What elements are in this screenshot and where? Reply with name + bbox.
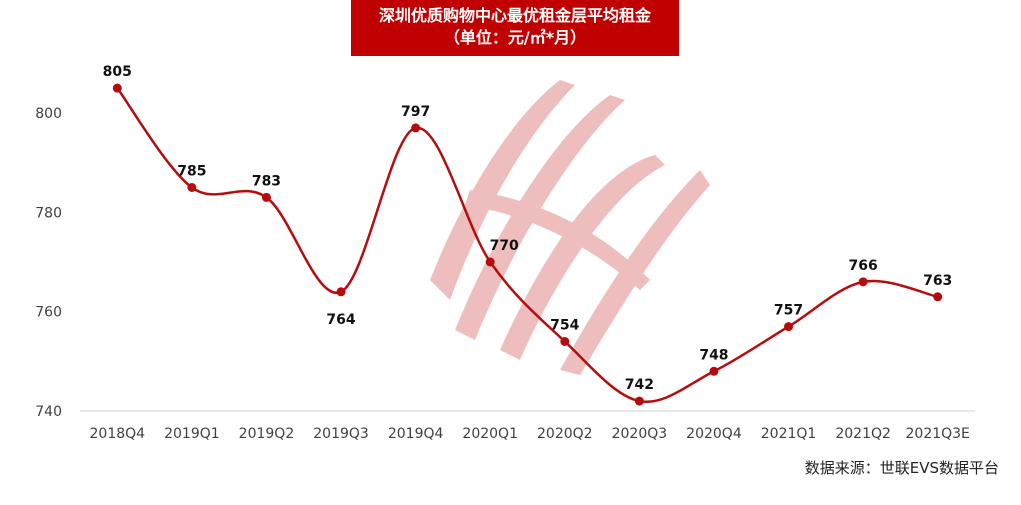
y-tick-label: 780: [35, 205, 62, 221]
chart-data-labels: 805 785 783 764 797 770 754 742 748 757 766 763: [103, 64, 953, 393]
watermark-stripe: [430, 80, 575, 300]
data-point: [709, 366, 719, 376]
data-label: 754: [550, 317, 579, 333]
x-tick-label: 2019Q3: [313, 426, 369, 442]
watermark-stripe: [500, 155, 665, 360]
y-tick-label: 740: [35, 404, 62, 420]
x-tick-label: 2021Q2: [835, 426, 891, 442]
y-tick-label: 800: [35, 106, 62, 122]
data-point: [261, 192, 271, 202]
data-label: 797: [401, 104, 430, 120]
x-tick-label: 2019Q1: [164, 426, 220, 442]
data-point: [933, 292, 943, 302]
x-tick-label: 2021Q3E: [906, 426, 970, 442]
y-tick-label: 760: [35, 305, 62, 321]
data-label: 764: [326, 312, 355, 328]
data-label: 763: [923, 273, 952, 289]
chart-series: [112, 83, 943, 406]
x-tick-label: 2021Q1: [761, 426, 817, 442]
chart-title: 深圳优质购物中心最优租金层平均租金 （单位：元/㎡*月）: [351, 0, 679, 56]
x-tick-label: 2019Q4: [388, 426, 444, 442]
data-label: 748: [699, 347, 728, 363]
data-label: 805: [103, 64, 132, 80]
data-label: 742: [625, 377, 654, 393]
data-label: 757: [774, 303, 803, 319]
chart-axes: 740 760 780 800 2018Q4 2019Q1 2019Q2 2019Q3 2019…: [35, 106, 975, 442]
data-point: [485, 257, 495, 267]
watermark-logo: [430, 80, 710, 375]
data-point: [112, 83, 122, 93]
data-label: 766: [849, 258, 878, 274]
data-point: [336, 287, 346, 297]
chart-title-line2: （单位：元/㎡*月）: [443, 28, 587, 47]
chart-title-line1: 深圳优质购物中心最优租金层平均租金: [378, 6, 651, 25]
x-tick-label: 2020Q1: [462, 426, 518, 442]
x-tick-label: 2020Q4: [686, 426, 742, 442]
watermark-band: [465, 190, 650, 290]
data-point: [187, 183, 197, 192]
data-label: 785: [177, 164, 206, 180]
data-point: [634, 396, 644, 406]
source-note: 数据来源：世联EVS数据平台: [804, 459, 999, 477]
watermark-stripe: [455, 95, 625, 340]
data-point: [858, 277, 868, 287]
data-point: [784, 322, 794, 332]
data-label: 770: [490, 238, 519, 254]
x-tick-label: 2019Q2: [239, 426, 295, 442]
x-tick-label: 2020Q2: [537, 426, 593, 442]
data-label: 783: [252, 173, 281, 189]
data-point: [560, 336, 570, 346]
x-tick-label: 2018Q4: [90, 426, 146, 442]
x-tick-label: 2020Q3: [612, 426, 668, 442]
data-point: [411, 123, 421, 133]
